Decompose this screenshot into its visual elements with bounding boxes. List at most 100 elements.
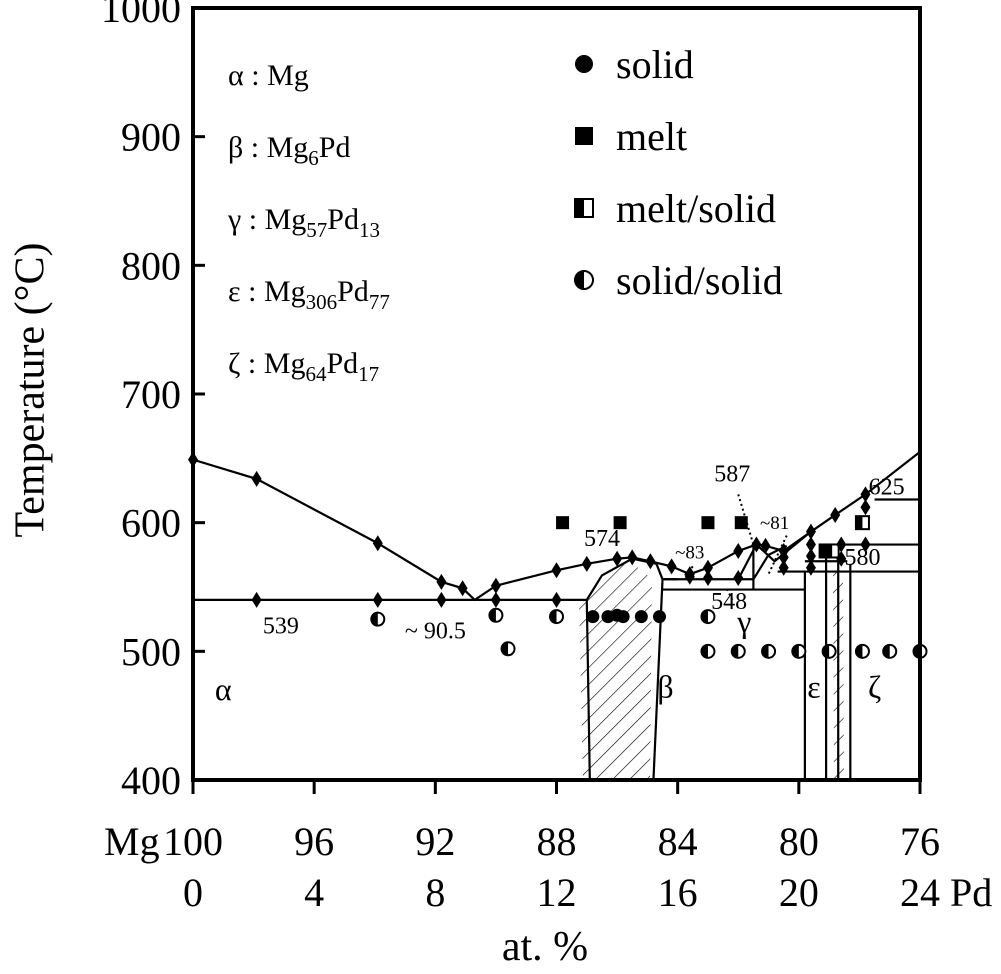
legend-marker-solid (575, 55, 593, 73)
point-solid-solid (549, 609, 564, 625)
annotation-label: 625 (869, 474, 905, 500)
point-dta (805, 536, 816, 553)
x-axis-left-label: Mg (104, 819, 160, 864)
y-tick-label: 900 (121, 115, 181, 160)
x-tick-label-pd: 0 (183, 870, 203, 915)
point-dta (778, 549, 789, 566)
point-solid-solid (370, 611, 386, 627)
point-dta (684, 568, 695, 585)
point-dta (436, 573, 447, 590)
region-label: α (215, 671, 232, 707)
y-tick-label: 800 (121, 243, 181, 288)
x-axis-label: at. % (502, 924, 588, 970)
annotation-label: 587 (714, 461, 750, 487)
point-dta (581, 555, 592, 572)
point-solid-solid (821, 643, 837, 659)
region-label: β (657, 669, 673, 705)
x-tick-label-pd: 8 (425, 870, 445, 915)
x-tick-label-pd: 12 (537, 870, 577, 915)
legend: solid melt melt/solid solid/solid (574, 42, 783, 303)
legend-marker-melt-solid (574, 198, 594, 218)
y-axis-label: Temperature (°C) (8, 243, 54, 538)
point-dta (251, 591, 262, 608)
annotation-label: 580 (844, 545, 880, 571)
annotation-label: 574 (584, 526, 620, 552)
y-tick-label: 1000 (101, 0, 181, 31)
point-dta (733, 542, 744, 559)
x-tick-label-pd: 24 (900, 870, 940, 915)
annotation-label: ~83 (675, 543, 704, 564)
x-tick-label-mg: 88 (537, 819, 577, 864)
point-solid-solid (854, 643, 870, 659)
point-solid-solid (500, 641, 516, 657)
region-label: ζ (868, 669, 881, 705)
point-dta (551, 591, 562, 608)
point-melt (613, 516, 627, 530)
x-tick-label-pd: 16 (658, 870, 698, 915)
y-tick-label: 400 (121, 758, 181, 803)
point-dta (251, 470, 262, 487)
x-tick-label-pd: 20 (779, 870, 819, 915)
phase-key-entry: γ : Mg57Pd13 (227, 203, 380, 242)
point-melt (734, 516, 748, 530)
point-dta (702, 559, 713, 576)
phase-key-entry: ζ : Mg64Pd17 (228, 347, 379, 386)
annotation-label: ~81 (760, 513, 789, 534)
leader-line (725, 586, 734, 601)
legend-label: solid (616, 42, 694, 87)
x-tick-label-mg: 84 (658, 819, 698, 864)
point-dta (490, 591, 501, 608)
point-solid (634, 610, 648, 624)
point-dta (627, 549, 638, 566)
point-dta (860, 486, 871, 503)
point-dta (733, 569, 744, 586)
phase-key-entry: β : Mg6Pd (228, 131, 350, 170)
phase-key: α : Mg β : Mg6Pd γ : Mg57Pd13 ε : Mg306Pd77… (227, 59, 390, 386)
point-melt (701, 516, 715, 530)
point-dta (805, 548, 816, 565)
point-dta (372, 591, 383, 608)
x-axis-right-label: Pd (950, 870, 992, 915)
point-dta (836, 536, 847, 553)
point-dta (805, 523, 816, 540)
region-labels: α β γ ε ζ (215, 603, 881, 707)
point-dta (702, 569, 713, 586)
point-dta (830, 506, 841, 523)
region-label: ε (807, 669, 820, 705)
point-dta (860, 536, 871, 553)
annotation-label: 539 (263, 613, 299, 639)
legend-label: melt/solid (616, 186, 776, 231)
leader-line (767, 535, 788, 575)
point-dta (436, 591, 447, 608)
x-tick-label-mg: 96 (294, 819, 334, 864)
phase-key-entry: ε : Mg306Pd77 (228, 275, 390, 314)
point-solid-solid (791, 643, 807, 659)
legend-label: melt (616, 114, 687, 159)
plot-frame (191, 6, 922, 782)
legend-label: solid/solid (616, 258, 783, 303)
point-solid (652, 610, 666, 624)
annotation-label: ~ 90.5 (405, 618, 466, 644)
point-dta (778, 559, 789, 576)
point-dta (760, 537, 771, 554)
y-axis: 400 500 600 700 800 900 1000 (101, 0, 205, 803)
point-dta (751, 536, 762, 553)
x-tick-label-mg: 100 (163, 819, 223, 864)
point-dta (372, 535, 383, 552)
point-dta (551, 562, 562, 579)
point-dta (805, 559, 816, 576)
point-dta (860, 499, 871, 516)
x-tick-label-mg: 80 (779, 819, 819, 864)
legend-marker-solid-solid (574, 270, 594, 290)
point-dta (666, 558, 677, 575)
x-tick-label-mg: 76 (900, 819, 940, 864)
point-dta (457, 580, 468, 597)
point-solid-solid (761, 643, 777, 659)
point-dta (490, 577, 501, 594)
point-solid-solid (730, 643, 746, 659)
y-tick-label: 700 (121, 372, 181, 417)
point-melt-solid (854, 515, 870, 531)
legend-marker-melt (575, 127, 593, 145)
boundary-beta-left (585, 599, 591, 780)
